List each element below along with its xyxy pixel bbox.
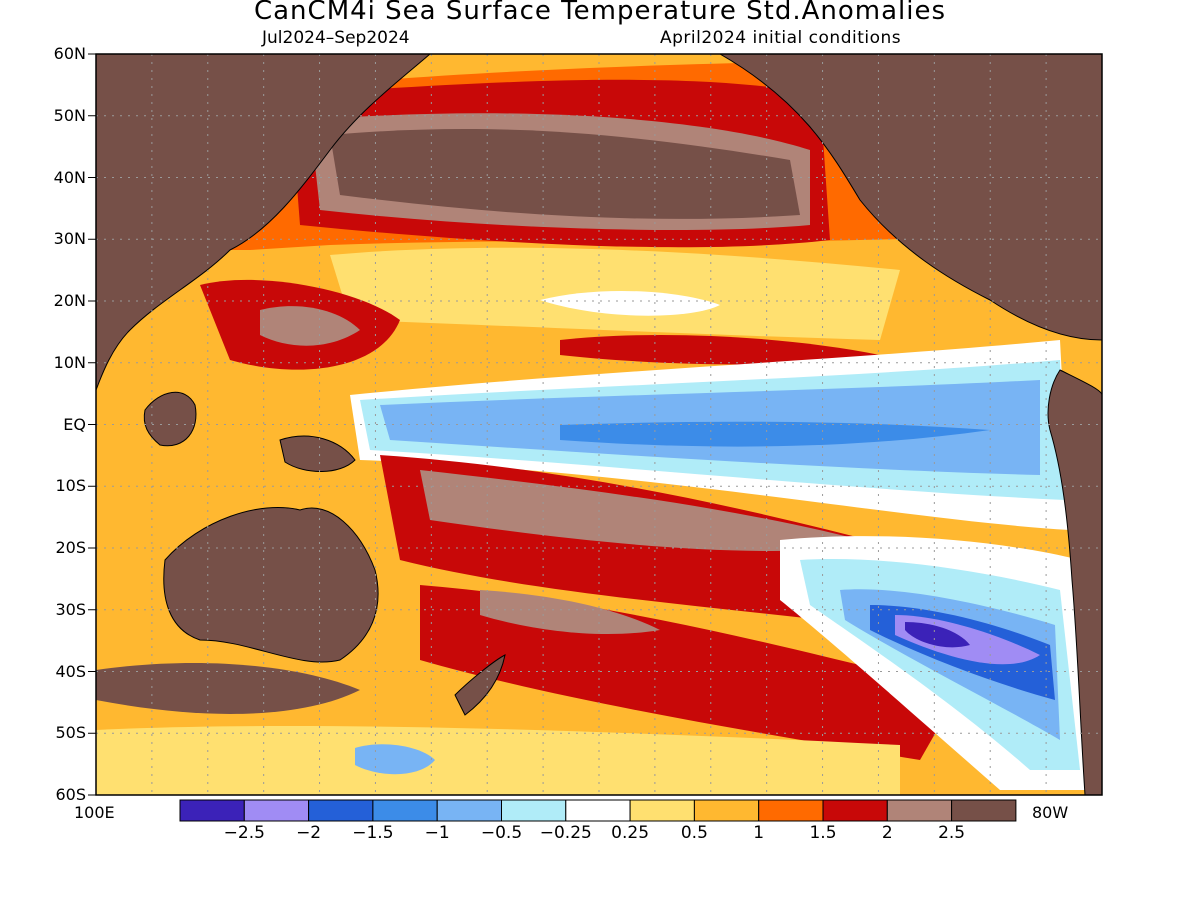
colorbar-swatch (436, 799, 503, 822)
land-australia (163, 506, 379, 663)
cold-tongue-core (560, 421, 990, 447)
colorbar-swatch (179, 799, 245, 822)
initial-conditions: April2024 initial conditions (660, 28, 902, 48)
lat-label: 50N (53, 105, 86, 125)
map-frame (95, 53, 1103, 796)
colorbar-swatch (501, 799, 567, 822)
colorbar-label: −1 (424, 823, 450, 843)
lat-label: 20N (53, 291, 86, 310)
lat-label: 40S (55, 661, 86, 681)
colorbar-label: 1 (753, 823, 765, 843)
colorbar-label: −0.5 (480, 823, 523, 843)
lon-label-east: 80W (1032, 803, 1069, 822)
colorbar-label: 1.5 (809, 823, 837, 843)
hawaii-white-patch (540, 290, 720, 316)
colorbar-swatch (243, 799, 310, 822)
land-asia (96, 54, 431, 391)
lat-lon-gridlines (88, 53, 1102, 796)
colorbar-swatch (629, 799, 695, 822)
land-north-america (718, 54, 1102, 341)
southern-ocean-brown-west (96, 662, 360, 714)
forecast-period: Jul2024–Sep2024 (262, 28, 410, 48)
north-equatorial-red-streak (560, 335, 880, 365)
north-pacific-max-band (330, 129, 800, 219)
colorbar-label: −1.5 (352, 823, 394, 843)
lat-label: 20S (55, 538, 86, 557)
map-field (96, 54, 1102, 795)
lat-label: 10S (55, 476, 86, 496)
colorbar-swatch (758, 799, 824, 822)
lat-label: EQ (63, 414, 86, 434)
colorbar-swatch (693, 799, 760, 822)
lon-label-west: 100E (74, 803, 115, 822)
lat-label: 50S (55, 723, 86, 743)
colorbar-label: −0.25 (539, 823, 592, 843)
colorbar-swatch (372, 799, 438, 822)
west-pacific-brown-patch (260, 306, 360, 346)
lat-label: 10N (53, 352, 86, 372)
colorbar-swatch (951, 799, 1017, 822)
colorbar-label: 0.5 (680, 823, 708, 843)
south-pacific-brown-band (420, 470, 880, 551)
colorbar-label: 2 (881, 823, 893, 843)
land-new-zealand (454, 654, 506, 716)
colorbar (179, 799, 1017, 822)
southern-ocean-pale-south (96, 725, 900, 795)
lat-label: 30N (53, 229, 86, 249)
map-title: CanCM4i Sea Surface Temperature Std.Anom… (253, 0, 947, 26)
colorbar-swatch (565, 799, 631, 822)
colorbar-label: 0.25 (611, 823, 650, 843)
land-new-guinea (279, 435, 356, 472)
se-pacific-purple-core (905, 622, 970, 648)
lat-label: 40N (53, 167, 86, 187)
lat-label: 30S (55, 599, 86, 619)
colorbar-label: 2.5 (938, 823, 966, 843)
colorbar-swatch (886, 799, 953, 822)
colorbar-label: −2 (296, 823, 322, 843)
colorbar-label: −2.5 (223, 823, 265, 843)
colorbar-swatch (308, 799, 374, 822)
lat-label: 60S (55, 785, 86, 804)
land-borneo (143, 391, 197, 447)
south-pacific-brown-mid (480, 590, 660, 635)
lat-label: 60N (53, 44, 86, 63)
colorbar-swatch (822, 799, 888, 822)
